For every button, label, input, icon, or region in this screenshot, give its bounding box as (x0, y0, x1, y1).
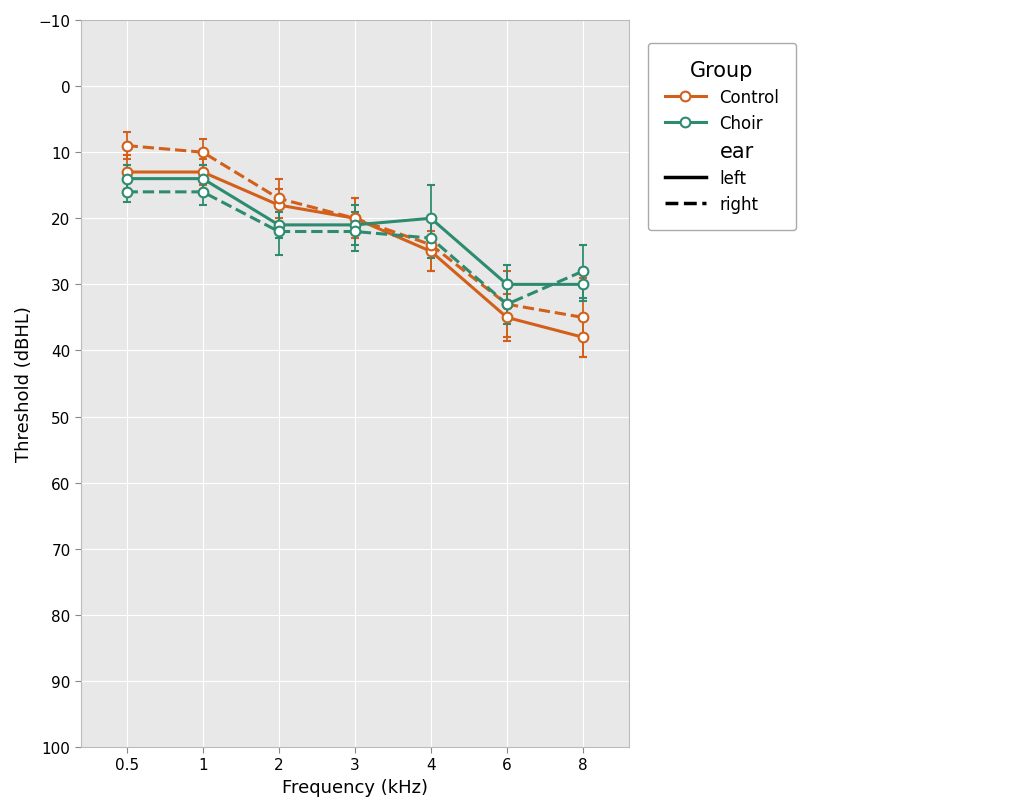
Legend: Control, Choir, ear, left, right: Control, Choir, ear, left, right (647, 44, 796, 230)
X-axis label: Frequency (kHz): Frequency (kHz) (281, 778, 427, 796)
Y-axis label: Threshold (dBHL): Threshold (dBHL) (15, 307, 33, 462)
